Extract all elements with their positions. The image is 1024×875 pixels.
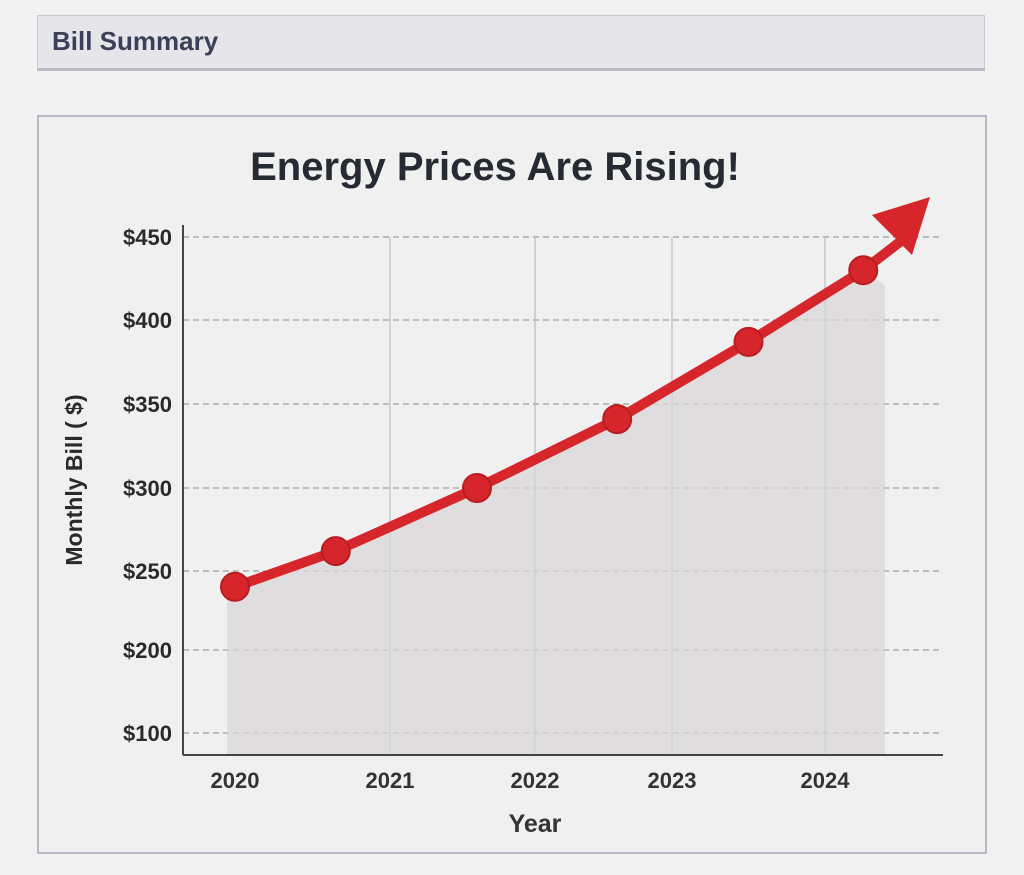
x-axis-label: Year — [509, 810, 562, 838]
x-tick-label: 2022 — [511, 768, 560, 793]
x-tick-label: 2024 — [801, 768, 851, 793]
x-tick-label: 2021 — [366, 768, 415, 793]
y-tick-label: $100 — [123, 721, 172, 746]
data-point — [602, 404, 633, 435]
shaded-area — [227, 270, 885, 755]
y-tick-label: $450 — [123, 225, 172, 250]
data-point — [462, 473, 492, 503]
y-tick-label: $200 — [123, 638, 172, 663]
y-tick-label: $300 — [123, 476, 172, 501]
arrow-head — [872, 197, 930, 255]
y-axis-label: Monthly Bill ( $) — [61, 394, 87, 565]
y-tick-label: $400 — [123, 308, 172, 333]
y-tick-label: $250 — [123, 559, 172, 584]
y-tick-label: $350 — [123, 392, 172, 417]
header-title: Bill Summary — [52, 26, 219, 56]
data-point — [220, 571, 250, 602]
x-tick-label: 2020 — [211, 768, 260, 793]
chart-title: Energy Prices Are Rising! — [250, 145, 740, 189]
bill-summary-header: Bill Summary — [37, 15, 985, 71]
data-point — [733, 326, 764, 357]
data-point — [848, 255, 879, 286]
data-point — [320, 536, 351, 567]
x-tick-label: 2023 — [648, 768, 697, 793]
